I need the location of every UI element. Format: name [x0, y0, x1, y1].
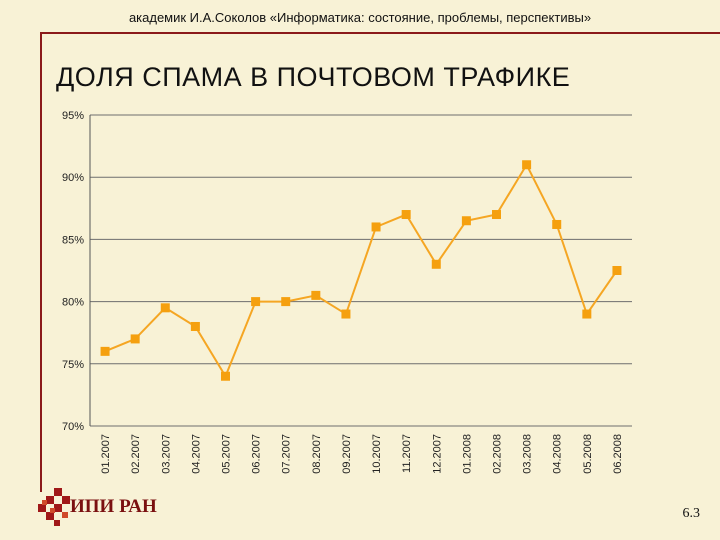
- x-tick-label-12.2007: 12.2007: [431, 434, 443, 474]
- data-point-12.2007: [431, 259, 441, 269]
- data-point-05.2008: [582, 309, 592, 319]
- x-tick-label-03.2007: 03.2007: [160, 434, 172, 474]
- data-point-03.2007: [160, 303, 170, 313]
- x-tick-label-03.2008: 03.2008: [522, 434, 534, 474]
- data-point-01.2007: [100, 346, 110, 356]
- data-point-10.2007: [371, 222, 381, 232]
- data-point-03.2008: [522, 160, 532, 170]
- x-tick-label-06.2007: 06.2007: [251, 434, 263, 474]
- data-point-04.2007: [190, 321, 200, 331]
- x-tick-label-07.2007: 07.2007: [281, 434, 293, 474]
- x-tick-label-11.2007: 11.2007: [401, 434, 413, 473]
- logo-text: ИПИ РАН: [70, 496, 157, 517]
- slide-title: ДОЛЯ СПАМА В ПОЧТОВОМ ТРАФИКЕ: [56, 62, 571, 92]
- data-point-11.2007: [401, 210, 411, 220]
- x-tick-label-02.2007: 02.2007: [130, 434, 142, 474]
- presentation-header: академик И.А.Соколов «Информатика: состо…: [128, 10, 592, 25]
- ipi-ran-logo-icon: [38, 488, 70, 526]
- data-point-07.2007: [281, 297, 291, 307]
- series-spam-share: [100, 160, 622, 381]
- y-tick-label-95: 95%: [62, 110, 84, 122]
- x-tick-label-02.2008: 02.2008: [492, 434, 504, 474]
- y-tick-label-90: 90%: [62, 172, 84, 184]
- x-tick-label-10.2007: 10.2007: [371, 434, 383, 474]
- data-point-09.2007: [341, 309, 351, 319]
- x-axis-tick-labels: 01.2007 02.2007 03.2007 04.2007 05.2007 06.20…: [100, 434, 624, 474]
- y-tick-label-75: 75%: [62, 359, 84, 371]
- data-point-02.2008: [492, 210, 501, 220]
- slide-frame: [40, 32, 720, 492]
- x-tick-label-09.2007: 09.2007: [341, 434, 353, 474]
- x-tick-label-01.2008: 01.2008: [461, 434, 473, 474]
- page-number: 6.3: [682, 506, 701, 521]
- x-tick-label-05.2008: 05.2008: [582, 434, 594, 474]
- x-tick-label-04.2007: 04.2007: [190, 434, 202, 474]
- data-point-05.2007: [221, 371, 230, 381]
- data-point-02.2007: [130, 334, 140, 344]
- y-tick-label-85: 85%: [62, 234, 84, 246]
- x-tick-label-06.2008: 06.2008: [612, 434, 624, 474]
- data-point-04.2008: [552, 219, 562, 229]
- x-tick-label-08.2007: 08.2007: [311, 434, 323, 474]
- y-tick-label-70: 70%: [62, 421, 84, 433]
- series-line: [104, 162, 618, 379]
- x-tick-label-05.2007: 05.2007: [221, 434, 233, 474]
- x-tick-label-04.2008: 04.2008: [552, 434, 564, 474]
- y-axis-tick-labels: 95% 90% 85% 80% 75% 70%: [62, 110, 84, 433]
- x-tick-label-01.2007: 01.2007: [100, 434, 112, 474]
- data-point-06.2007: [251, 297, 261, 307]
- data-point-06.2008: [612, 266, 622, 275]
- data-point-08.2007: [311, 290, 321, 300]
- grid-lines: [90, 114, 632, 427]
- y-tick-label-80: 80%: [62, 297, 84, 309]
- data-point-01.2008: [461, 216, 471, 226]
